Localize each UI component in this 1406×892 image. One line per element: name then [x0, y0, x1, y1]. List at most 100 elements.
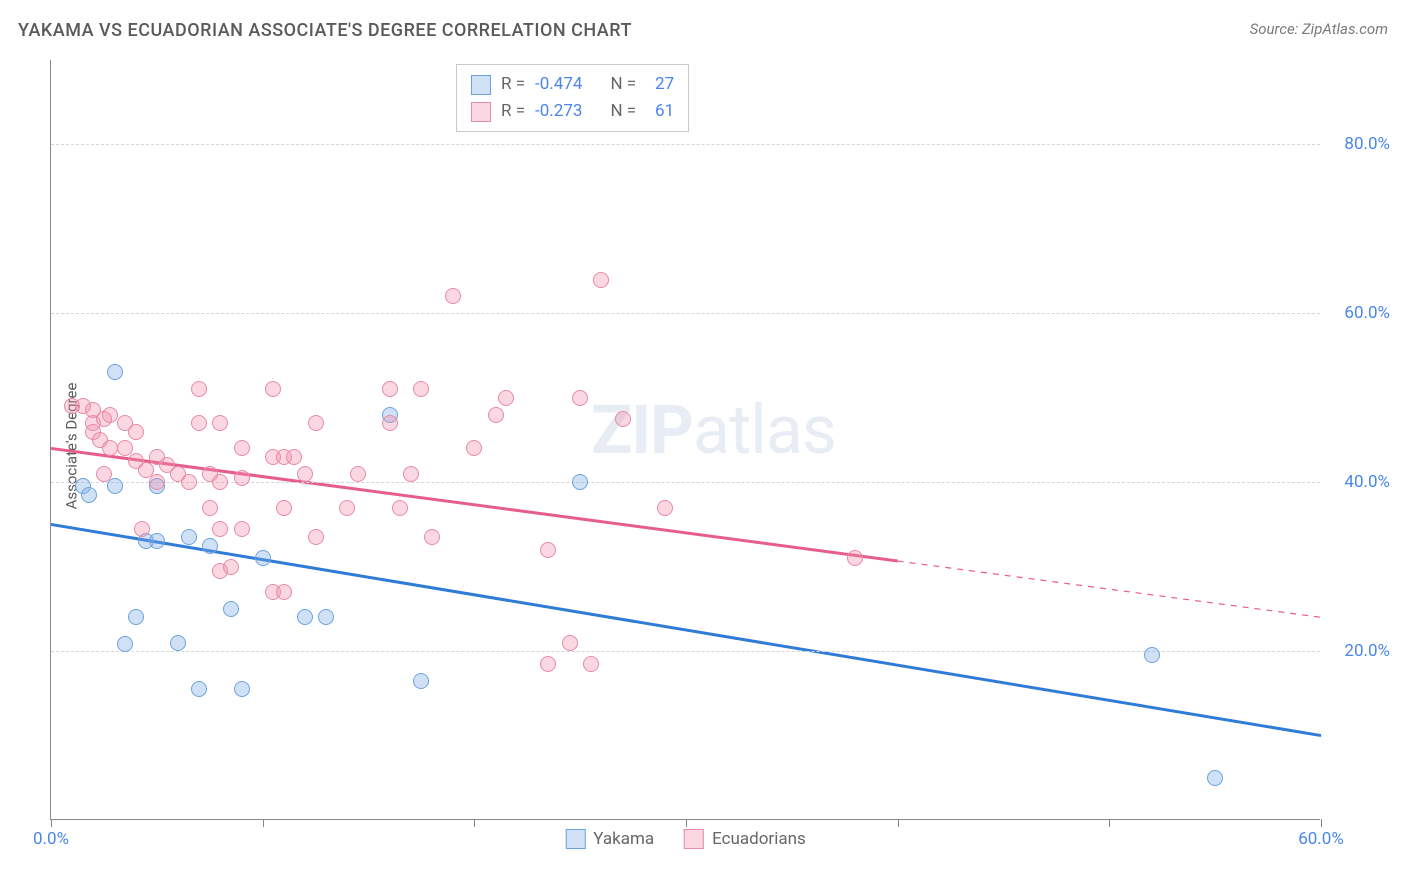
- x-tick: [474, 819, 475, 827]
- n-label: N =: [610, 98, 636, 125]
- source-label: Source: ZipAtlas.com: [1250, 20, 1388, 38]
- r-label: R =: [501, 71, 525, 98]
- scatter-point-yakama: [223, 601, 239, 617]
- y-tick-label: 80.0%: [1344, 134, 1390, 154]
- swatch-icon: [471, 75, 491, 95]
- legend-item-yakama: Yakama: [565, 829, 654, 849]
- scatter-point-ecuadorians: [308, 529, 324, 545]
- scatter-point-ecuadorians: [572, 390, 588, 406]
- chart-title: YAKAMA VS ECUADORIAN ASSOCIATE'S DEGREE …: [18, 20, 632, 41]
- scatter-point-yakama: [413, 673, 429, 689]
- scatter-point-ecuadorians: [540, 542, 556, 558]
- scatter-point-ecuadorians: [847, 550, 863, 566]
- grid-line: [51, 313, 1320, 314]
- x-tick-label: 0.0%: [33, 829, 69, 849]
- n-value: 61: [646, 98, 674, 125]
- scatter-point-ecuadorians: [392, 500, 408, 516]
- scatter-point-ecuadorians: [562, 635, 578, 651]
- n-value: 27: [646, 71, 674, 98]
- scatter-point-ecuadorians: [382, 415, 398, 431]
- scatter-point-ecuadorians: [593, 272, 609, 288]
- y-tick-label: 40.0%: [1344, 472, 1390, 492]
- scatter-point-ecuadorians: [297, 466, 313, 482]
- scatter-point-yakama: [81, 487, 97, 503]
- scatter-point-ecuadorians: [276, 584, 292, 600]
- scatter-point-yakama: [234, 681, 250, 697]
- scatter-point-yakama: [117, 636, 133, 652]
- legend-label: Ecuadorians: [712, 829, 806, 849]
- x-tick: [686, 819, 687, 827]
- x-tick: [263, 819, 264, 827]
- scatter-point-ecuadorians: [276, 500, 292, 516]
- scatter-point-ecuadorians: [286, 449, 302, 465]
- scatter-point-yakama: [191, 681, 207, 697]
- scatter-point-ecuadorians: [445, 288, 461, 304]
- plot-area: ZIPatlas 20.0%40.0%60.0%80.0%0.0%60.0%R …: [50, 60, 1320, 820]
- x-tick: [898, 819, 899, 827]
- scatter-point-yakama: [107, 478, 123, 494]
- scatter-point-yakama: [255, 550, 271, 566]
- scatter-point-ecuadorians: [96, 466, 112, 482]
- swatch-icon: [684, 829, 704, 849]
- stats-row-ecuadorians: R = -0.273 N = 61: [471, 98, 674, 125]
- bottom-legend: Yakama Ecuadorians: [565, 829, 805, 849]
- scatter-point-ecuadorians: [413, 381, 429, 397]
- scatter-point-ecuadorians: [657, 500, 673, 516]
- x-tick-label: 60.0%: [1298, 829, 1344, 849]
- scatter-point-ecuadorians: [308, 415, 324, 431]
- scatter-point-ecuadorians: [212, 521, 228, 537]
- scatter-point-yakama: [1144, 647, 1160, 663]
- scatter-point-ecuadorians: [583, 656, 599, 672]
- scatter-point-ecuadorians: [498, 390, 514, 406]
- scatter-point-yakama: [297, 609, 313, 625]
- x-tick: [1321, 819, 1322, 827]
- scatter-point-yakama: [181, 529, 197, 545]
- scatter-point-ecuadorians: [540, 656, 556, 672]
- scatter-point-ecuadorians: [382, 381, 398, 397]
- scatter-point-ecuadorians: [234, 521, 250, 537]
- grid-line: [51, 144, 1320, 145]
- legend-item-ecuadorians: Ecuadorians: [684, 829, 806, 849]
- swatch-icon: [471, 102, 491, 122]
- y-tick-label: 20.0%: [1344, 641, 1390, 661]
- scatter-point-ecuadorians: [134, 521, 150, 537]
- scatter-point-ecuadorians: [191, 415, 207, 431]
- scatter-point-yakama: [149, 533, 165, 549]
- scatter-point-ecuadorians: [339, 500, 355, 516]
- scatter-point-yakama: [318, 609, 334, 625]
- x-tick: [1109, 819, 1110, 827]
- scatter-point-ecuadorians: [424, 529, 440, 545]
- chart-container: YAKAMA VS ECUADORIAN ASSOCIATE'S DEGREE …: [0, 0, 1406, 892]
- scatter-point-ecuadorians: [102, 440, 118, 456]
- scatter-point-ecuadorians: [102, 407, 118, 423]
- trend-line-yakama: [51, 524, 1321, 735]
- scatter-point-ecuadorians: [202, 500, 218, 516]
- scatter-point-yakama: [170, 635, 186, 651]
- scatter-point-yakama: [107, 364, 123, 380]
- scatter-point-ecuadorians: [234, 470, 250, 486]
- scatter-point-ecuadorians: [615, 411, 631, 427]
- stats-box: R = -0.474 N = 27 R = -0.273 N = 61: [456, 64, 689, 132]
- scatter-point-ecuadorians: [212, 415, 228, 431]
- scatter-point-ecuadorians: [191, 381, 207, 397]
- scatter-point-ecuadorians: [212, 474, 228, 490]
- r-value: -0.273: [535, 98, 582, 125]
- scatter-point-ecuadorians: [265, 381, 281, 397]
- scatter-point-ecuadorians: [488, 407, 504, 423]
- scatter-point-ecuadorians: [128, 424, 144, 440]
- trend-line-ecuadorians: [898, 561, 1321, 617]
- grid-line: [51, 651, 1320, 652]
- scatter-point-yakama: [1207, 770, 1223, 786]
- stats-row-yakama: R = -0.474 N = 27: [471, 71, 674, 98]
- r-value: -0.474: [535, 71, 582, 98]
- scatter-point-ecuadorians: [234, 440, 250, 456]
- x-tick: [51, 819, 52, 827]
- scatter-point-ecuadorians: [350, 466, 366, 482]
- scatter-point-yakama: [202, 538, 218, 554]
- scatter-point-yakama: [128, 609, 144, 625]
- scatter-point-ecuadorians: [181, 474, 197, 490]
- scatter-point-ecuadorians: [223, 559, 239, 575]
- n-label: N =: [610, 71, 636, 98]
- r-label: R =: [501, 98, 525, 125]
- scatter-point-ecuadorians: [149, 474, 165, 490]
